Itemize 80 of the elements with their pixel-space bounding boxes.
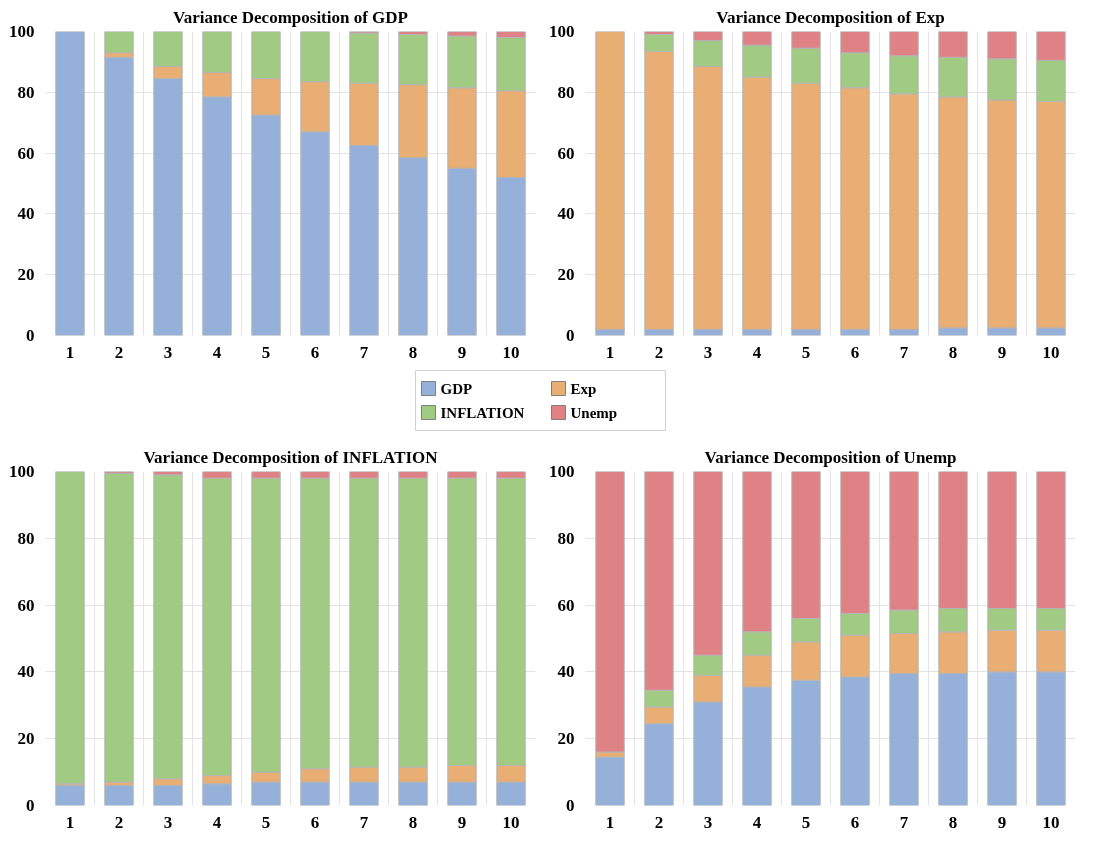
chart-title: Variance Decomposition of INFLATION xyxy=(143,447,439,467)
y-tick-label: 40 xyxy=(17,204,35,224)
y-tick-label: 100 xyxy=(9,462,35,481)
x-tick-label: 2 xyxy=(114,342,124,362)
x-tick-label: 10 xyxy=(1042,342,1060,362)
x-tick-label: 10 xyxy=(502,812,520,832)
x-tick-label: 3 xyxy=(703,342,713,362)
x-tick-label: 4 xyxy=(752,342,762,362)
x-tick-label: 1 xyxy=(605,812,615,832)
x-tick-label: 8 xyxy=(948,812,958,832)
x-tick-label: 7 xyxy=(899,342,909,362)
x-tick-label: 8 xyxy=(948,342,958,362)
x-tick-label: 8 xyxy=(408,342,418,362)
x-tick-label: 1 xyxy=(65,812,75,832)
y-tick-label: 100 xyxy=(9,22,35,41)
bar xyxy=(595,756,625,806)
x-tick-label: 9 xyxy=(457,812,467,832)
chart-title: Variance Decomposition of GDP xyxy=(173,7,409,27)
bar xyxy=(55,784,85,806)
x-tick-label: 3 xyxy=(703,812,713,832)
x-tick-label: 6 xyxy=(310,342,320,362)
x-tick-label: 9 xyxy=(997,812,1007,832)
x-tick-label: 7 xyxy=(899,812,909,832)
x-tick-label: 5 xyxy=(261,342,271,362)
x-tick-label: 3 xyxy=(163,812,173,832)
y-tick-label: 20 xyxy=(17,265,35,285)
chart-title: Variance Decomposition of Unemp xyxy=(704,447,957,467)
x-tick-label: 4 xyxy=(212,342,222,362)
y-tick-label: 60 xyxy=(557,595,575,615)
y-tick-label: 20 xyxy=(557,265,575,285)
y-tick-label: 100 xyxy=(549,462,575,481)
x-tick-label: 5 xyxy=(801,342,811,362)
y-tick-label: 80 xyxy=(557,82,575,102)
x-tick-label: 6 xyxy=(850,812,860,832)
x-tick-label: 2 xyxy=(654,342,664,362)
x-tick-label: 1 xyxy=(605,342,615,362)
y-tick-label: 0 xyxy=(566,326,575,345)
y-tick-label: 20 xyxy=(557,729,575,749)
y-tick-label: 100 xyxy=(549,22,575,41)
x-tick-label: 4 xyxy=(752,812,762,832)
bar xyxy=(104,31,134,54)
x-tick-label: 3 xyxy=(163,342,173,362)
y-tick-label: 80 xyxy=(17,82,35,102)
x-tick-label: 9 xyxy=(997,342,1007,362)
bar xyxy=(55,31,85,336)
y-tick-label: 60 xyxy=(17,595,35,615)
y-tick-label: 20 xyxy=(17,729,35,749)
legend-label: GDP xyxy=(440,380,473,397)
x-tick-label: 10 xyxy=(1042,812,1060,832)
y-tick-label: 0 xyxy=(26,326,35,345)
y-tick-label: 0 xyxy=(26,796,35,815)
legend-label: Exp xyxy=(570,380,597,397)
legend-label: INFLATION xyxy=(440,404,525,421)
x-tick-label: 7 xyxy=(359,812,369,832)
x-tick-label: 4 xyxy=(212,812,222,832)
x-tick-label: 5 xyxy=(801,812,811,832)
y-tick-label: 80 xyxy=(557,528,575,548)
y-tick-label: 40 xyxy=(557,662,575,682)
legend-label: Unemp xyxy=(570,404,618,421)
x-tick-label: 5 xyxy=(261,812,271,832)
x-tick-label: 9 xyxy=(457,342,467,362)
bar xyxy=(104,56,134,336)
x-tick-label: 1 xyxy=(65,342,75,362)
y-tick-label: 40 xyxy=(557,204,575,224)
x-tick-label: 2 xyxy=(114,812,124,832)
x-tick-label: 8 xyxy=(408,812,418,832)
x-tick-label: 6 xyxy=(850,342,860,362)
x-tick-label: 10 xyxy=(502,342,520,362)
bar xyxy=(55,471,85,785)
bar xyxy=(104,472,134,783)
x-tick-label: 6 xyxy=(310,812,320,832)
x-tick-label: 2 xyxy=(654,812,664,832)
bar xyxy=(104,784,134,806)
y-tick-label: 80 xyxy=(17,528,35,548)
y-tick-label: 60 xyxy=(17,143,35,163)
y-tick-label: 0 xyxy=(566,796,575,815)
x-tick-label: 7 xyxy=(359,342,369,362)
y-tick-label: 60 xyxy=(557,143,575,163)
y-tick-label: 40 xyxy=(17,662,35,682)
chart-title: Variance Decomposition of Exp xyxy=(716,7,945,27)
